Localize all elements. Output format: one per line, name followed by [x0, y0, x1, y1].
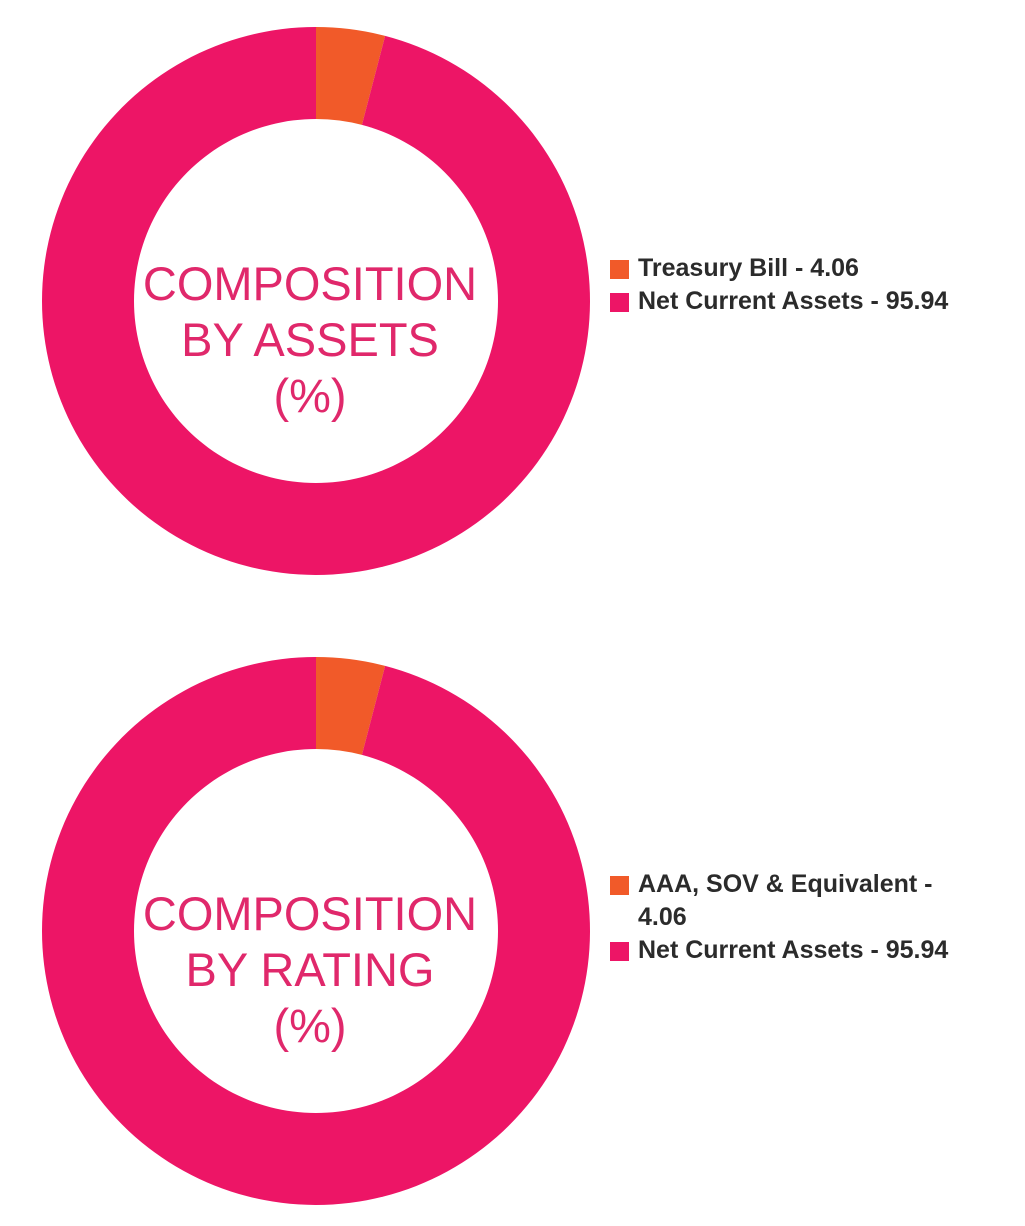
legend: Treasury Bill - 4.06 Net Current Assets …: [610, 252, 1010, 318]
legend: AAA, SOV & Equivalent - 4.06 Net Current…: [610, 868, 1010, 967]
legend-label: AAA, SOV & Equivalent - 4.06: [638, 870, 933, 931]
chart-title-line-3: (%): [273, 999, 347, 1052]
legend-item-aaa-sov-equivalent: AAA, SOV & Equivalent - 4.06: [610, 868, 1010, 934]
legend-item-treasury-bill: Treasury Bill - 4.06: [610, 252, 1010, 285]
legend-label: Treasury Bill - 4.06: [638, 254, 859, 282]
legend-item-net-current-assets: Net Current Assets - 95.94: [610, 934, 1010, 967]
chart-title-line-1: COMPOSITION: [142, 257, 478, 310]
donut-slice-0: [316, 27, 386, 125]
donut-slice-0: [316, 657, 386, 755]
legend-swatch: [610, 293, 629, 312]
donut-chart-rating: [42, 657, 591, 1205]
chart-title: COMPOSITION BY RATING (%): [110, 886, 510, 1054]
legend-label: Net Current Assets - 95.94: [638, 287, 949, 315]
legend-swatch: [610, 260, 629, 279]
legend-item-net-current-assets: Net Current Assets - 95.94: [610, 285, 1010, 318]
donut-chart-assets: [42, 26, 591, 575]
chart-title-line-1: COMPOSITION: [142, 887, 478, 940]
chart-title-line-2: BY RATING: [185, 943, 435, 996]
composition-by-assets-chart: COMPOSITION BY ASSETS (%) Treasury Bill …: [0, 20, 1025, 580]
chart-title: COMPOSITION BY ASSETS (%): [110, 256, 510, 424]
chart-title-line-3: (%): [273, 369, 347, 422]
donut-slice-1: [42, 26, 591, 575]
legend-swatch: [610, 942, 629, 961]
legend-label: Net Current Assets - 95.94: [638, 936, 949, 964]
legend-swatch: [610, 876, 629, 895]
chart-title-line-2: BY ASSETS: [181, 313, 439, 366]
composition-by-rating-chart: COMPOSITION BY RATING (%) AAA, SOV & Equ…: [0, 650, 1025, 1210]
donut-slice-1: [42, 657, 591, 1205]
